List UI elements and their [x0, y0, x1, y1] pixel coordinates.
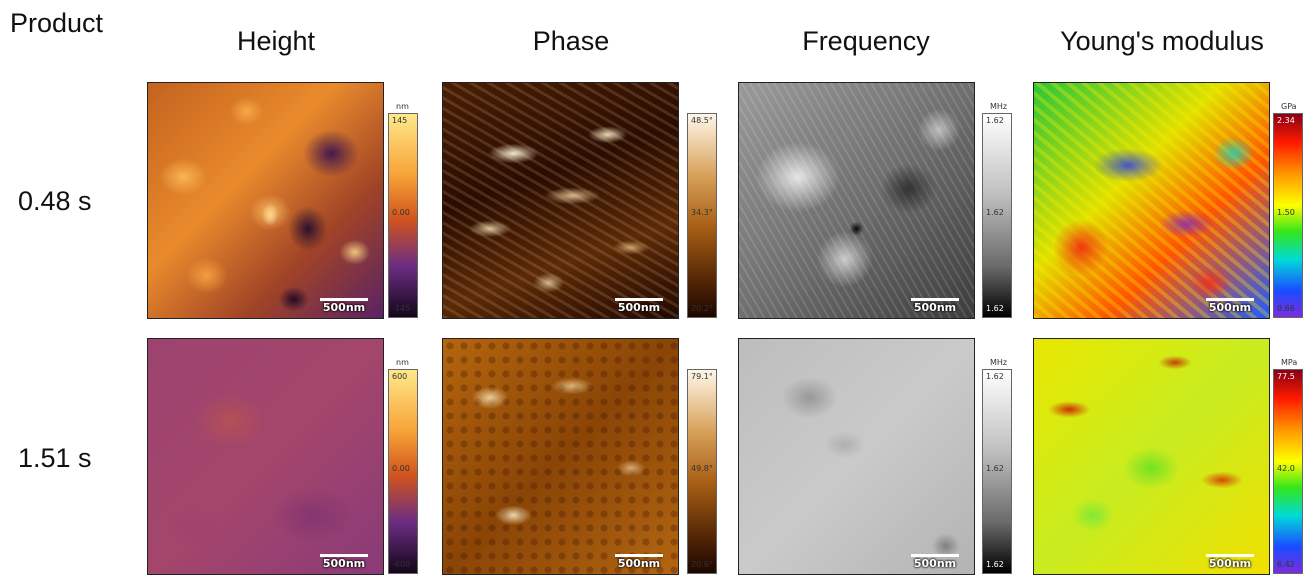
scale-bar: 500nm: [1206, 296, 1254, 316]
colorbar-tick-label: 1.62: [986, 372, 1004, 381]
scale-bar: 500nm: [615, 296, 663, 316]
scale-bar-label: 500nm: [913, 301, 957, 314]
row-label-1-51s: 1.51 s: [18, 443, 92, 473]
colorbar-unit: nm: [396, 102, 409, 111]
youngs-modulus-map: 500nm: [1033, 82, 1270, 319]
colorbar-unit: nm: [396, 358, 409, 367]
scale-bar-label: 500nm: [322, 557, 366, 570]
colorbar: [1273, 113, 1303, 318]
colorbar-tick-label: 1.62: [986, 304, 1004, 313]
colorbar-tick-label: 0.66: [1277, 304, 1295, 313]
frequency-map: 500nm: [738, 82, 975, 319]
colorbar-tick-label: 77.5: [1277, 372, 1295, 381]
colorbar: [1273, 369, 1303, 574]
colorbar-unit: MHz: [990, 102, 1008, 111]
colorbar-tick-label: 79.1°: [691, 372, 713, 381]
colorbar-tick-label: 2.34: [1277, 116, 1295, 125]
scale-bar: 500nm: [320, 296, 368, 316]
scale-bar-line: [1206, 298, 1254, 301]
scale-bar: 500nm: [911, 296, 959, 316]
scale-bar-line: [615, 554, 663, 557]
colorbar-unit: MHz: [990, 358, 1008, 367]
colorbar-tick-label: 1.62: [986, 560, 1004, 569]
colorbar-tick-label: 145: [392, 116, 408, 125]
column-header-youngs-modulus: Young's modulus: [1060, 26, 1264, 56]
scale-bar-line: [615, 298, 663, 301]
column-header-phase: Phase: [532, 26, 610, 56]
row-label-0-48s: 0.48 s: [18, 186, 92, 216]
colorbar: [982, 113, 1012, 318]
height-map: 500nm: [147, 338, 384, 575]
colorbar-tick-label: 42.0: [1277, 464, 1295, 473]
colorbar-tick-label: 49.8°: [691, 464, 713, 473]
scale-bar-label: 500nm: [617, 557, 661, 570]
colorbar-tick-label: 1.62: [986, 208, 1004, 217]
column-header-frequency: Frequency: [802, 26, 930, 56]
colorbar-tick-label: -600: [392, 560, 411, 569]
scale-bar: 500nm: [615, 552, 663, 572]
colorbar: [388, 113, 418, 318]
colorbar: [687, 369, 717, 574]
scale-bar-line: [320, 554, 368, 557]
colorbar-tick-label: 20.2°: [691, 304, 713, 313]
colorbar: [687, 113, 717, 318]
colorbar-tick-label: 0.00: [392, 464, 410, 473]
corner-label: Product: [10, 8, 104, 38]
youngs-modulus-map: 500nm: [1033, 338, 1270, 575]
column-header-height: Height: [236, 26, 316, 56]
colorbar-tick-label: 0.00: [392, 208, 410, 217]
scale-bar-label: 500nm: [913, 557, 957, 570]
phase-map: 500nm: [442, 338, 679, 575]
scale-bar-line: [320, 298, 368, 301]
frequency-map: 500nm: [738, 338, 975, 575]
scale-bar-line: [1206, 554, 1254, 557]
scale-bar-line: [911, 298, 959, 301]
colorbar: [982, 369, 1012, 574]
colorbar-unit: MPa: [1281, 358, 1298, 367]
scale-bar: 500nm: [320, 552, 368, 572]
height-map: 500nm: [147, 82, 384, 319]
scale-bar: 500nm: [1206, 552, 1254, 572]
colorbar-tick-label: 34.3°: [691, 208, 713, 217]
colorbar-tick-label: 600: [392, 372, 408, 381]
scale-bar-label: 500nm: [1208, 557, 1252, 570]
phase-map: 500nm: [442, 82, 679, 319]
colorbar-tick-label: 48.5°: [691, 116, 713, 125]
scale-bar-label: 500nm: [322, 301, 366, 314]
colorbar-tick-label: -145: [392, 304, 411, 313]
colorbar: [388, 369, 418, 574]
scale-bar-label: 500nm: [617, 301, 661, 314]
scale-bar: 500nm: [911, 552, 959, 572]
scale-bar-label: 500nm: [1208, 301, 1252, 314]
colorbar-tick-label: 20.6°: [691, 560, 713, 569]
colorbar-tick-label: 6.42: [1277, 560, 1295, 569]
scale-bar-line: [911, 554, 959, 557]
colorbar-tick-label: 1.62: [986, 464, 1004, 473]
colorbar-tick-label: 1.62: [986, 116, 1004, 125]
colorbar-unit: GPa: [1281, 102, 1297, 111]
colorbar-tick-label: 1.50: [1277, 208, 1295, 217]
